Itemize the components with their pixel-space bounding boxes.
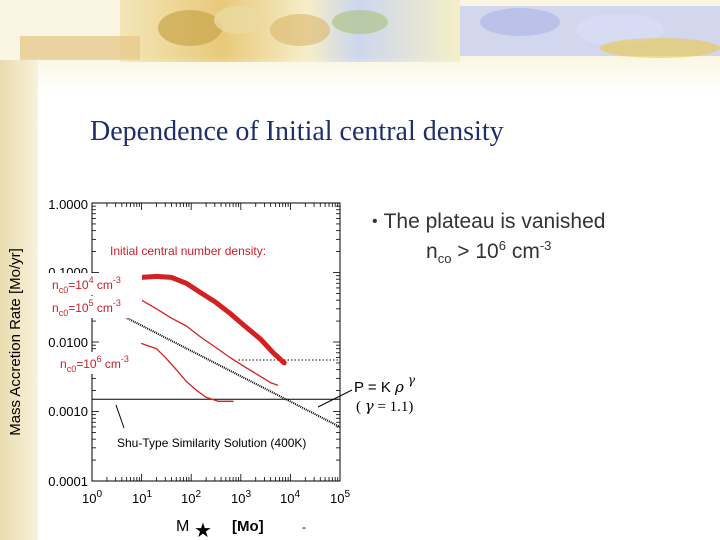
svg-text:nc0=106 cm-3: nc0=106 cm-3	[60, 354, 129, 374]
svg-text:nc0=104 cm-3: nc0=104 cm-3	[52, 275, 121, 295]
y-tick-label: 0.0001	[48, 474, 88, 489]
decorative-banner	[0, 0, 720, 92]
star-icon: ★	[194, 520, 212, 540]
bullet-dot: •	[372, 213, 378, 230]
x-tick-label: 104	[280, 489, 300, 506]
shu-similarity-line	[91, 299, 341, 428]
x-axis-symbol: M	[176, 518, 189, 535]
y-axis-label: Mass Accretion Rate [Mo/yr]	[7, 248, 24, 436]
bullet-point: • The plateau is vanished nco > 106 cm-3	[372, 210, 702, 265]
gamma-annotation: ( γ = 1.1)	[356, 397, 413, 415]
series-line-3	[140, 342, 234, 402]
y-tick-label: 0.0010	[48, 404, 88, 419]
y-tick-label: 0.0100	[48, 335, 88, 350]
reference-lines	[92, 359, 340, 400]
series-label-1e5: nc0=105 cm-3	[44, 296, 142, 318]
slide-title: Dependence of Initial central density	[90, 116, 504, 147]
x-axis-unit: [Mo]	[232, 518, 264, 535]
stray-mark: -	[302, 520, 306, 534]
shu-label: Shu-Type Similarity Solution (400K)	[117, 436, 306, 450]
x-tick-label: 105	[330, 489, 350, 506]
eos-pointer-line	[317, 389, 353, 408]
series-line-2	[140, 299, 279, 386]
shu-pointer-line	[115, 404, 125, 429]
x-tick-label: 100	[82, 489, 102, 506]
series-label-1e4: nc0=104 cm-3	[44, 273, 142, 295]
y-tick-label: 1.0000	[48, 197, 88, 212]
x-tick-label: 101	[132, 489, 152, 506]
svg-text:nc0=105 cm-3: nc0=105 cm-3	[52, 298, 121, 318]
series-line-1	[139, 273, 287, 366]
bullet-text: The plateau is vanished	[383, 210, 606, 233]
bullet-condition: nco > 106 cm-3	[426, 238, 552, 267]
decorative-left-strip	[0, 60, 38, 540]
x-tick-label: 103	[231, 489, 251, 506]
density-header: Initial central number density:	[110, 244, 266, 258]
series-group	[91, 273, 341, 428]
series-label-1e6: nc0=106 cm-3	[52, 352, 150, 374]
x-tick-label: 102	[181, 489, 201, 506]
